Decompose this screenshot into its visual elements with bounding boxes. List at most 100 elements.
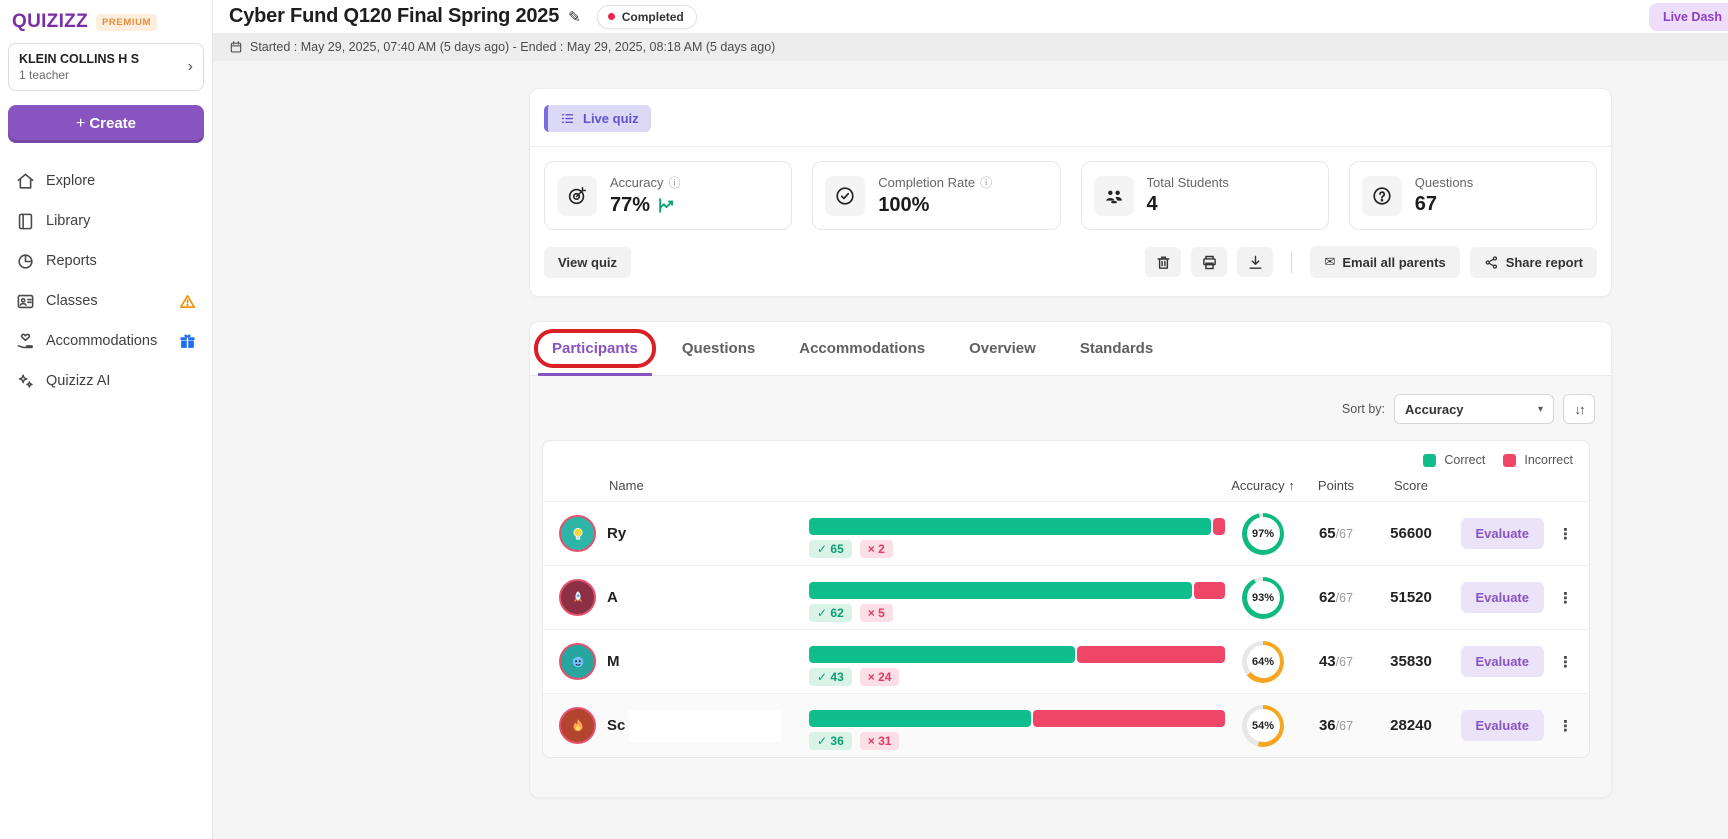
stat-card-total-students: Total Students 4 xyxy=(1080,161,1329,230)
info-icon[interactable]: ⓘ xyxy=(980,176,993,190)
header-name: Name xyxy=(609,477,644,493)
pie-chart-icon xyxy=(18,253,33,269)
content: Live quiz Accuracy ⓘ 77% xyxy=(213,61,1728,798)
sidebar-item-quizizz-ai[interactable]: Quizizz AI xyxy=(8,361,204,401)
download-button[interactable] xyxy=(1237,247,1274,277)
edit-pencil-icon[interactable]: ✎ xyxy=(568,8,581,26)
tab-participants[interactable]: Participants xyxy=(534,322,656,376)
report-tabs-card: Participants Questions Accommodations Ov… xyxy=(529,321,1612,798)
flame-avatar xyxy=(559,707,596,744)
sparkles-icon xyxy=(18,373,33,388)
header-score: Score xyxy=(1394,477,1428,493)
delete-button[interactable] xyxy=(1145,247,1182,277)
evaluate-button[interactable]: Evaluate xyxy=(1460,710,1544,741)
sidebar-item-library[interactable]: Library xyxy=(8,201,204,241)
points-cell: 43/67 xyxy=(1318,652,1354,670)
plus-icon: + xyxy=(75,115,86,132)
header-accuracy[interactable]: Accuracy ↑ xyxy=(1231,477,1295,493)
gift-icon xyxy=(180,333,195,348)
incorrect-count-badge: × 2 xyxy=(859,539,893,558)
summary-actions: View quiz ✉ Email all parents xyxy=(530,230,1611,296)
create-button[interactable]: + Create xyxy=(8,105,204,143)
check-circle-icon xyxy=(825,175,866,216)
participant-name: A xyxy=(607,589,618,606)
correct-swatch-icon xyxy=(1423,453,1437,467)
sidebar-item-accommodations[interactable]: Accommodations xyxy=(8,321,204,361)
correct-bar xyxy=(809,581,1193,599)
answers-bar xyxy=(809,581,1225,599)
live-dashboard-button[interactable]: Live Dash xyxy=(1648,3,1728,31)
target-icon xyxy=(557,175,597,216)
sidebar-nav: Explore Library Reports Classes Accommod… xyxy=(8,161,204,401)
accuracy-ring: 97% xyxy=(1242,512,1284,555)
summary-card: Live quiz Accuracy ⓘ 77% xyxy=(529,88,1612,297)
participant-name: Sc xyxy=(607,717,626,734)
correct-count-badge: ✓ 62 xyxy=(809,603,852,622)
sidebar-item-explore[interactable]: Explore xyxy=(8,161,204,201)
school-selector[interactable]: KLEIN COLLINS H S 1 teacher › xyxy=(8,43,204,91)
kebab-menu-icon[interactable]: ⋮ xyxy=(1558,653,1573,671)
sidebar-item-reports[interactable]: Reports xyxy=(8,241,204,281)
incorrect-count-badge: × 5 xyxy=(859,603,893,622)
kebab-menu-icon[interactable]: ⋮ xyxy=(1558,717,1573,735)
incorrect-bar xyxy=(1033,709,1225,727)
tab-accommodations[interactable]: Accommodations xyxy=(799,340,926,357)
info-icon[interactable]: ⓘ xyxy=(668,176,681,190)
correct-bar xyxy=(809,709,1032,727)
evaluate-button[interactable]: Evaluate xyxy=(1460,646,1544,677)
correct-bar xyxy=(809,645,1075,663)
points-cell: 62/67 xyxy=(1318,588,1354,606)
date-range-bar: Started : May 29, 2025, 07:40 AM (5 days… xyxy=(213,33,1728,61)
list-icon xyxy=(561,114,574,123)
school-name: KLEIN COLLINS H S xyxy=(19,52,140,66)
table-header-row: Name Accuracy ↑ Points Score xyxy=(543,469,1589,501)
school-subtitle: 1 teacher xyxy=(19,68,70,82)
tab-overview[interactable]: Overview xyxy=(969,340,1036,357)
share-report-button[interactable]: Share report xyxy=(1469,246,1597,278)
tab-standards[interactable]: Standards xyxy=(1079,340,1154,357)
monster-avatar xyxy=(559,643,596,680)
table-row: M ✓ 43 × 24 64% 43/67 35830 xyxy=(543,629,1589,693)
correct-bar xyxy=(809,517,1211,535)
sort-direction-button[interactable]: ↓↑ xyxy=(1563,394,1595,424)
print-button[interactable] xyxy=(1191,247,1228,277)
tab-questions[interactable]: Questions xyxy=(681,340,756,357)
incorrect-bar xyxy=(1076,645,1225,663)
quizizz-logo[interactable]: QUIZIZZ xyxy=(12,11,88,32)
lightbulb-avatar xyxy=(559,515,596,552)
share-icon xyxy=(1485,255,1497,269)
status-badge: Completed xyxy=(596,4,697,29)
sort-ascending-icon: ↑ xyxy=(1288,477,1295,493)
table-row: A ✓ 62 × 5 93% 62/67 51520 xyxy=(543,565,1589,629)
incorrect-bar xyxy=(1212,517,1225,535)
participant-name: M xyxy=(607,653,620,670)
sidebar-item-classes[interactable]: Classes xyxy=(8,281,204,321)
stats-row: Accuracy ⓘ 77% Completion Rate ⓘ 100% xyxy=(530,147,1611,230)
brand-row: QUIZIZZ PREMIUM xyxy=(8,9,204,43)
evaluate-button[interactable]: Evaluate xyxy=(1460,518,1544,549)
accuracy-ring: 54% xyxy=(1242,704,1284,747)
evaluate-button[interactable]: Evaluate xyxy=(1460,582,1544,613)
envelope-icon: ✉ xyxy=(1324,254,1336,269)
book-icon xyxy=(18,213,33,229)
points-cell: 36/67 xyxy=(1318,716,1354,734)
view-quiz-button[interactable]: View quiz xyxy=(544,246,631,278)
score-cell: 56600 xyxy=(1390,525,1432,542)
hand-heart-icon xyxy=(17,333,33,348)
divider xyxy=(1291,251,1293,273)
calendar-icon xyxy=(230,41,242,53)
email-all-parents-button[interactable]: ✉ Email all parents xyxy=(1310,246,1460,278)
trend-chart-icon xyxy=(659,198,674,213)
status-dot-icon xyxy=(607,13,615,20)
kebab-menu-icon[interactable]: ⋮ xyxy=(1558,525,1573,543)
answers-bar xyxy=(809,709,1225,727)
kebab-menu-icon[interactable]: ⋮ xyxy=(1558,589,1573,607)
answers-bar xyxy=(809,645,1225,663)
sort-row: Sort by: Accuracy ▾ ↓↑ xyxy=(542,394,1595,424)
quiz-type-badge: Live quiz xyxy=(544,105,651,132)
date-range-text: Started : May 29, 2025, 07:40 AM (5 days… xyxy=(250,40,776,54)
sidebar: QUIZIZZ PREMIUM KLEIN COLLINS H S 1 teac… xyxy=(0,0,213,839)
table-row: Sc ✓ 36 × 31 54% 36/67 28240 xyxy=(543,693,1589,757)
sort-select[interactable]: Accuracy ▾ xyxy=(1394,394,1554,424)
participants-tab-body: Sort by: Accuracy ▾ ↓↑ Correct Incorrect xyxy=(530,376,1611,797)
